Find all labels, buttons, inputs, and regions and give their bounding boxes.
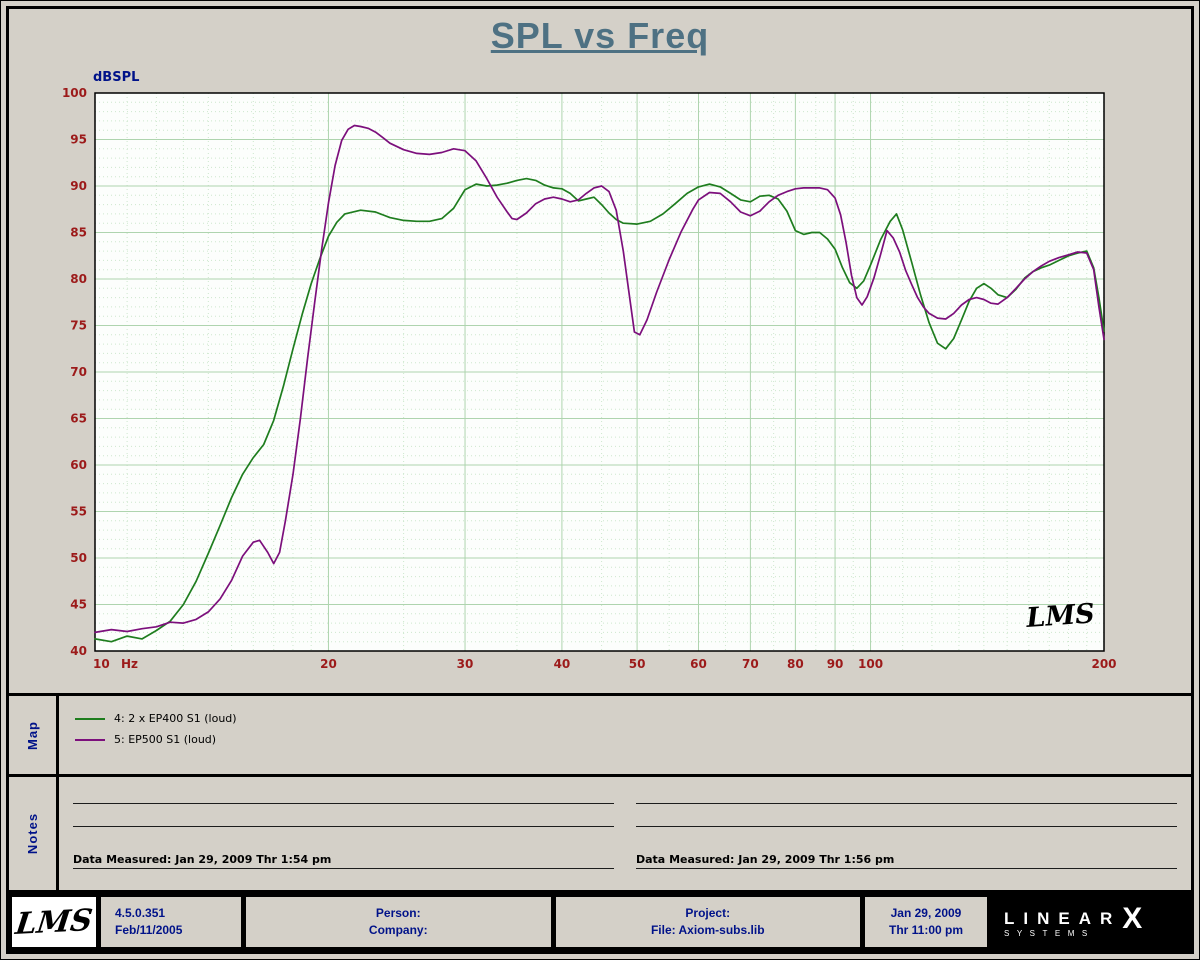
legend-swatch-purple bbox=[75, 738, 105, 741]
project-file-cell: Project: File: Axiom-subs.lib bbox=[555, 897, 860, 947]
person-company-cell: Person: Company: bbox=[246, 897, 551, 947]
svg-text:20: 20 bbox=[320, 657, 337, 671]
chart-area: 100 95 90 85 80 75 70 65 60 55 50 45 40 10 20 30 40 50 60 7… bbox=[9, 67, 1191, 695]
svg-text:30: 30 bbox=[457, 657, 474, 671]
svg-text:Hz: Hz bbox=[121, 657, 138, 671]
svg-text:80: 80 bbox=[70, 272, 87, 286]
company-label: Company: bbox=[368, 923, 428, 937]
map-panel: Map 4: 2 x EP400 S1 (loud) 5: EP500 S1 (… bbox=[9, 693, 1191, 777]
footer-time: Thr 11:00 pm bbox=[888, 923, 964, 937]
svg-text:60: 60 bbox=[70, 458, 87, 472]
file-label: File: Axiom-subs.lib bbox=[650, 923, 765, 937]
map-panel-label-cell: Map bbox=[9, 696, 59, 774]
notes-panel-label-cell: Notes bbox=[9, 777, 59, 890]
linearx-systems-logo: LINEAR X SYSTEMS bbox=[992, 897, 1188, 947]
map-panel-label: Map bbox=[25, 720, 40, 750]
svg-text:dBSPL: dBSPL bbox=[93, 70, 139, 85]
notes-content: Data Measured: Jan 29, 2009 Thr 1:54 pm … bbox=[59, 777, 1191, 890]
svg-text:65: 65 bbox=[70, 412, 87, 426]
legend-item: 5: EP500 S1 (loud) bbox=[75, 729, 1191, 750]
version-date: Feb/11/2005 bbox=[115, 923, 183, 937]
notes-rule bbox=[636, 868, 1177, 869]
svg-text:75: 75 bbox=[70, 319, 87, 333]
notes-rule bbox=[636, 826, 1177, 827]
version-cell: 4.5.0.351 Feb/11/2005 bbox=[101, 897, 241, 947]
brand-top-row: LINEAR X bbox=[1004, 902, 1143, 935]
version-number: 4.5.0.351 bbox=[115, 906, 166, 920]
svg-text:90: 90 bbox=[827, 657, 844, 671]
svg-text:60: 60 bbox=[690, 657, 707, 671]
svg-text:45: 45 bbox=[70, 598, 87, 612]
svg-text:55: 55 bbox=[70, 505, 87, 519]
brand-linear-text: LINEAR bbox=[1004, 909, 1122, 928]
main-frame: SPL vs Freq 100 95 90 85 80 75 70 65 60 55 50 45 40 1… bbox=[6, 6, 1194, 954]
legend-swatch-green bbox=[75, 717, 105, 720]
svg-text:10: 10 bbox=[93, 657, 110, 671]
svg-text:95: 95 bbox=[70, 133, 87, 147]
spl-plot-svg: 100 95 90 85 80 75 70 65 60 55 50 45 40 10 20 30 40 50 60 7… bbox=[62, 70, 1117, 671]
data-measured-right: Data Measured: Jan 29, 2009 Thr 1:56 pm bbox=[636, 853, 895, 866]
notes-rule bbox=[636, 803, 1177, 804]
legend-item: 4: 2 x EP400 S1 (loud) bbox=[75, 708, 1191, 729]
footer-bar: LMS 4.5.0.351 Feb/11/2005 Person: Compan… bbox=[9, 893, 1191, 951]
svg-text:100: 100 bbox=[62, 86, 87, 100]
brand-x-text: X bbox=[1122, 902, 1143, 935]
page-title: SPL vs Freq bbox=[490, 15, 710, 56]
notes-rule bbox=[73, 826, 614, 827]
svg-text:50: 50 bbox=[70, 551, 87, 565]
notes-rule bbox=[73, 868, 614, 869]
svg-text:50: 50 bbox=[629, 657, 646, 671]
person-label: Person: bbox=[375, 906, 421, 920]
svg-text:LMS: LMS bbox=[1024, 598, 1095, 634]
brand-systems-text: SYSTEMS bbox=[1004, 929, 1095, 938]
svg-text:85: 85 bbox=[70, 226, 87, 240]
notes-right-column: Data Measured: Jan 29, 2009 Thr 1:56 pm bbox=[636, 777, 1177, 890]
notes-left-column: Data Measured: Jan 29, 2009 Thr 1:54 pm bbox=[73, 777, 614, 890]
notes-panel: Notes Data Measured: Jan 29, 2009 Thr 1:… bbox=[9, 777, 1191, 893]
legend: 4: 2 x EP400 S1 (loud) 5: EP500 S1 (loud… bbox=[59, 696, 1191, 774]
legend-label: 4: 2 x EP400 S1 (loud) bbox=[114, 712, 237, 725]
footer-date: Jan 29, 2009 bbox=[890, 906, 962, 920]
svg-text:70: 70 bbox=[70, 365, 87, 379]
notes-panel-label: Notes bbox=[25, 812, 40, 855]
data-measured-left: Data Measured: Jan 29, 2009 Thr 1:54 pm bbox=[73, 853, 332, 866]
lms-logo: LMS bbox=[13, 902, 95, 942]
lms-logo-cell: LMS bbox=[12, 897, 96, 947]
datetime-cell: Jan 29, 2009 Thr 11:00 pm bbox=[865, 897, 987, 947]
svg-text:70: 70 bbox=[742, 657, 759, 671]
svg-text:90: 90 bbox=[70, 179, 87, 193]
svg-text:100: 100 bbox=[858, 657, 883, 671]
svg-text:200: 200 bbox=[1091, 657, 1116, 671]
svg-text:80: 80 bbox=[787, 657, 804, 671]
svg-text:40: 40 bbox=[70, 644, 87, 658]
project-label: Project: bbox=[685, 906, 731, 920]
svg-text:40: 40 bbox=[554, 657, 571, 671]
notes-rule bbox=[73, 803, 614, 804]
legend-label: 5: EP500 S1 (loud) bbox=[114, 733, 217, 746]
